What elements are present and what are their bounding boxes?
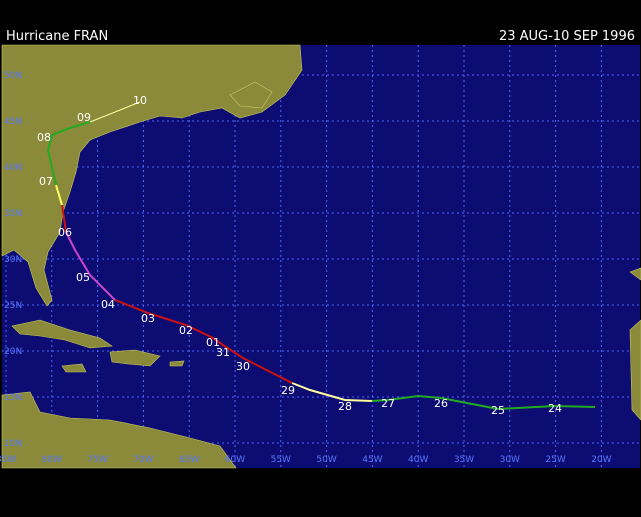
track-date-label: 07 [39,175,53,188]
track-date-label: 01 [206,336,220,349]
lat-label: 30N [4,255,22,265]
lon-label: 30W [500,455,520,465]
lon-label: 85W [0,455,16,465]
date-range: 23 AUG-10 SEP 1996 [499,29,635,44]
lon-label: 80W [42,455,62,465]
lat-label: 10N [4,439,22,449]
lon-label: 20W [591,455,611,465]
lat-label: 25N [4,301,22,311]
track-date-label: 25 [491,404,505,417]
track-date-label: 05 [76,271,90,284]
track-date-label: 27 [381,397,395,410]
lat-label: 40N [4,163,22,173]
labels: 50N 45N 40N 35N 30N 25N 20N 15N 10N 85W 80W 75W 70W 6… [0,71,612,465]
lon-label: 40W [408,455,428,465]
lon-label: 70W [133,455,153,465]
track-date-label: 02 [179,324,193,337]
land [1,44,641,469]
track-date-label: 31 [216,346,230,359]
lon-label: 35W [454,455,474,465]
track-date-label: 03 [141,312,155,325]
lon-label: 45W [362,455,382,465]
track-date-label: 29 [281,384,295,397]
lon-label: 55W [271,455,291,465]
lon-label: 25W [545,455,565,465]
track-date-label: 04 [101,298,115,311]
track-date-label: 28 [338,400,352,413]
lat-label: 20N [4,347,22,357]
title: Hurricane FRAN [6,29,108,44]
lat-label: 50N [4,71,22,81]
lon-label: 65W [179,455,199,465]
lon-label: 50W [316,455,336,465]
track-date-label: 30 [236,360,250,373]
storm-track [46,101,596,411]
track-date-label: 24 [548,402,562,415]
track-date-label: 09 [77,111,91,124]
track-date-label: 10 [133,94,147,107]
lat-label: 45N [4,117,22,127]
lon-label: 75W [87,455,107,465]
lat-label: 35N [4,209,22,219]
lon-label: 60W [225,455,245,465]
lat-label: 15N [4,393,22,403]
track-date-label: 06 [58,226,72,239]
track-date-label: 26 [434,397,448,410]
track-date-label: 08 [37,131,51,144]
